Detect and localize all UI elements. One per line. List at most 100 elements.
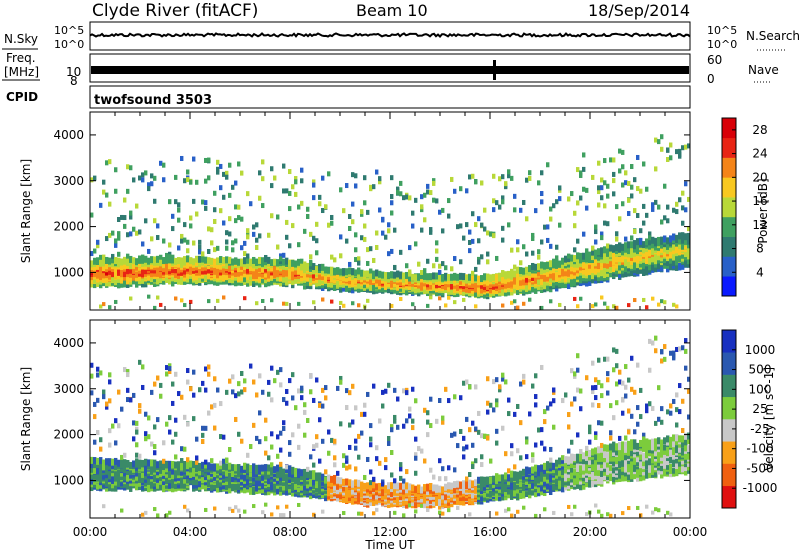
range-gate-cell xyxy=(402,272,406,280)
range-gate-cell xyxy=(627,211,631,217)
range-gate-cell xyxy=(408,413,412,419)
range-gate-cell xyxy=(348,267,352,275)
range-gate-cell xyxy=(366,260,370,266)
range-gate-cell xyxy=(276,274,280,282)
range-gate-cell xyxy=(345,238,349,244)
range-gate-cell xyxy=(447,295,451,300)
range-gate-cell xyxy=(291,184,295,190)
range-gate-cell xyxy=(174,257,178,265)
range-gate-cell xyxy=(261,257,265,265)
range-gate-cell xyxy=(624,242,628,250)
range-gate-cell xyxy=(576,304,580,309)
range-gate-cell xyxy=(393,265,397,271)
range-gate-cell xyxy=(411,484,415,492)
range-gate-cell xyxy=(471,270,475,276)
range-gate-cell xyxy=(270,166,274,172)
range-gate-cell xyxy=(408,503,412,508)
range-gate-cell xyxy=(189,263,193,271)
range-gate-cell xyxy=(486,251,490,257)
range-gate-cell xyxy=(108,469,112,477)
range-gate-cell xyxy=(168,242,172,248)
range-gate-cell xyxy=(174,296,178,301)
range-gate-cell xyxy=(189,386,193,392)
range-gate-cell xyxy=(432,282,436,290)
range-gate-cell xyxy=(441,228,445,234)
range-gate-cell xyxy=(261,389,265,395)
range-gate-cell xyxy=(312,235,316,241)
range-gate-cell xyxy=(504,181,508,187)
range-gate-cell xyxy=(366,495,370,503)
range-gate-cell xyxy=(594,239,598,245)
range-gate-cell xyxy=(384,388,388,394)
range-gate-cell xyxy=(186,255,190,263)
range-gate-cell xyxy=(222,434,226,440)
range-gate-cell xyxy=(306,417,310,423)
range-gate-cell xyxy=(222,482,226,490)
range-gate-cell xyxy=(222,220,226,226)
range-gate-cell xyxy=(312,481,316,489)
range-gate-cell xyxy=(540,191,544,197)
range-gate-cell xyxy=(105,236,109,242)
range-gate-cell xyxy=(207,299,211,304)
range-gate-cell xyxy=(363,200,367,206)
range-gate-cell xyxy=(228,216,232,222)
range-gate-cell xyxy=(123,223,127,229)
colorbar-tick-label: 16 xyxy=(752,194,767,208)
range-gate-cell xyxy=(228,231,232,237)
range-gate-cell xyxy=(348,444,352,450)
range-gate-cell xyxy=(321,297,325,302)
range-gate-cell xyxy=(204,200,208,206)
range-gate-cell xyxy=(168,199,172,205)
range-gate-cell xyxy=(408,406,412,412)
range-gate-cell xyxy=(360,235,364,241)
range-gate-cell xyxy=(201,439,205,444)
range-gate-cell xyxy=(399,466,403,472)
range-gate-cell xyxy=(618,263,622,271)
range-gate-cell xyxy=(615,261,619,269)
range-gate-cell xyxy=(396,424,400,430)
range-gate-cell xyxy=(555,259,559,267)
range-gate-cell xyxy=(180,268,184,276)
range-gate-cell xyxy=(294,176,298,182)
range-gate-cell xyxy=(129,231,133,237)
range-gate-cell xyxy=(681,235,685,243)
range-gate-cell xyxy=(237,258,241,266)
range-gate-cell xyxy=(519,207,523,213)
range-gate-cell xyxy=(543,266,547,274)
range-gate-cell xyxy=(273,271,277,278)
colorbar-swatch xyxy=(722,256,736,277)
range-gate-cell xyxy=(156,480,160,488)
range-gate-cell xyxy=(141,280,145,288)
range-gate-cell xyxy=(123,261,127,269)
range-gate-cell xyxy=(126,372,130,378)
range-gate-cell xyxy=(177,207,181,213)
range-gate-cell xyxy=(546,224,550,230)
range-gate-cell xyxy=(441,261,445,267)
range-gate-cell xyxy=(273,466,277,474)
range-gate-cell xyxy=(126,467,130,475)
range-gate-cell xyxy=(609,244,613,252)
range-gate-cell xyxy=(630,261,634,269)
range-gate-cell xyxy=(357,433,361,439)
range-gate-cell xyxy=(288,271,292,279)
range-gate-cell xyxy=(225,256,229,264)
range-gate-cell xyxy=(219,401,223,407)
range-gate-cell xyxy=(624,265,628,273)
range-gate-cell xyxy=(240,370,244,376)
range-gate-cell xyxy=(120,459,124,467)
range-gate-cell xyxy=(651,202,655,208)
range-gate-cell xyxy=(177,245,181,251)
range-gate-cell xyxy=(237,431,241,437)
range-gate-cell xyxy=(621,182,625,188)
range-gate-cell xyxy=(267,279,271,287)
range-gate-cell xyxy=(153,198,157,204)
range-gate-cell xyxy=(453,188,457,194)
range-gate-cell xyxy=(600,295,604,300)
noise-panel: N.Sky 10^5 10^0 10^5 10^0 N.Search xyxy=(2,21,800,51)
range-gate-cell xyxy=(396,482,400,490)
range-gate-cell xyxy=(153,218,157,224)
range-gate-cell xyxy=(216,169,220,175)
range-gate-cell xyxy=(663,249,667,257)
range-gate-cell xyxy=(339,379,343,385)
